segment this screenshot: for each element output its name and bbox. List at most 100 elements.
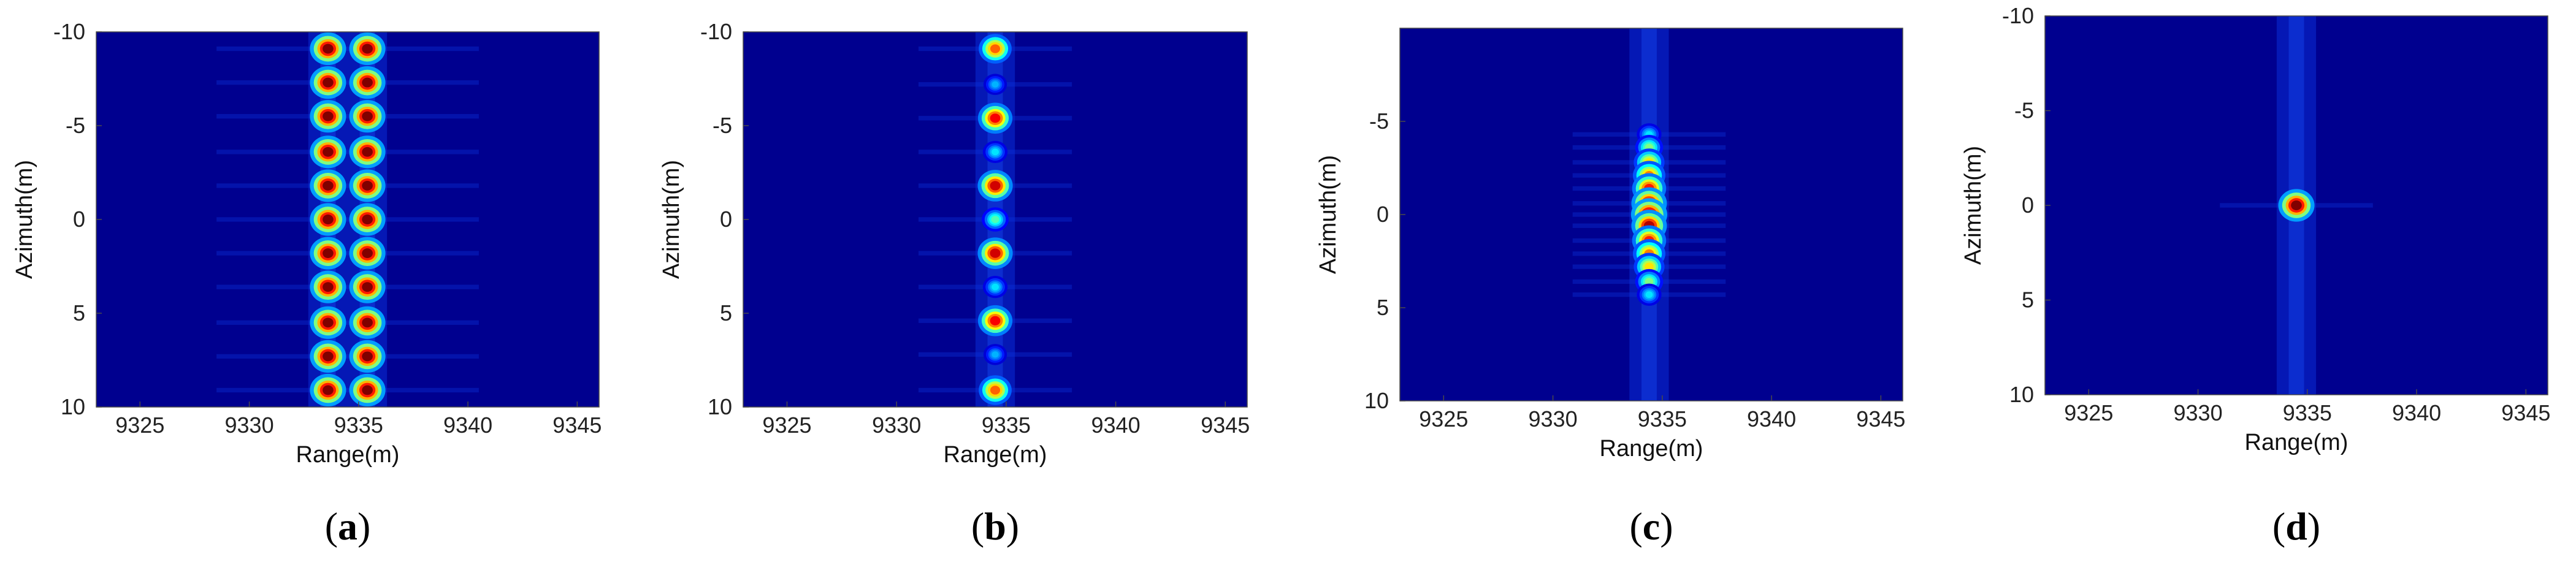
target-contour [1645, 278, 1654, 286]
x-tick-label: 9335 [1638, 406, 1687, 432]
caption-open-paren: ( [971, 504, 984, 548]
x-tick-label: 9330 [872, 413, 921, 438]
target-contour [362, 351, 373, 362]
target-contour [323, 351, 334, 362]
x-tick-label: 9340 [2392, 400, 2441, 425]
y-tick-label: -5 [713, 113, 732, 138]
x-tick-label: 9335 [334, 413, 383, 438]
target-point [310, 270, 346, 303]
caption-letter: c [1643, 504, 1660, 548]
y-axis-label: Azimuth(m) [12, 160, 37, 279]
y-tick-label: -5 [66, 113, 85, 138]
target-contour [323, 111, 334, 121]
target-point [349, 32, 386, 66]
x-axis-label: Range(m) [296, 442, 400, 468]
target-contour [362, 111, 373, 121]
target-contour [362, 180, 373, 191]
y-tick-label: 10 [1364, 388, 1389, 413]
x-tick-label: 9325 [2064, 400, 2113, 425]
target-point [977, 170, 1013, 202]
target-contour [991, 216, 999, 223]
caption-close-paren: ) [357, 504, 370, 548]
caption-letter: a [338, 504, 357, 548]
target-point [349, 66, 386, 99]
target-contour [990, 181, 1001, 191]
panel-c: 9325 9330 9335 9340 9345 -5 0 5 10 Range(m) Azimut… [1315, 28, 1905, 548]
target-contour [992, 81, 999, 88]
target-contour [323, 282, 334, 292]
target-point [310, 135, 346, 169]
target-point [979, 375, 1012, 405]
target-contour [323, 215, 334, 224]
target-point [310, 169, 346, 202]
heatmap-area [2220, 16, 2373, 395]
target-contour [323, 248, 334, 259]
target-point [310, 100, 346, 133]
target-point [979, 34, 1012, 64]
y-axis-label: Azimuth(m) [659, 160, 684, 279]
y-tick-label: 10 [61, 394, 85, 419]
target-contour [323, 77, 334, 88]
range-sidelobe-streak [216, 80, 479, 85]
target-point [977, 305, 1013, 337]
x-tick-label: 9340 [443, 413, 492, 438]
y-tick-label: -10 [2002, 3, 2034, 28]
y-tick-label: -10 [700, 19, 732, 44]
target-point [982, 276, 1008, 299]
panel-d: 9325 9330 9335 9340 9345 -10 -5 0 5 10 Range(m) Azi… [1960, 3, 2550, 548]
caption-open-paren: ( [2272, 504, 2285, 548]
x-tick-label: 9345 [552, 413, 602, 438]
target-point [310, 373, 346, 407]
y-tick-label: 0 [2022, 192, 2034, 218]
target-contour [362, 385, 373, 395]
target-contour [362, 248, 373, 259]
panel-caption: (a) [325, 504, 371, 548]
target-contour [1645, 291, 1653, 299]
y-tick-label: 5 [2022, 287, 2034, 313]
range-sidelobe-streak [216, 320, 479, 325]
y-tick-label: 5 [720, 300, 732, 325]
x-tick-label: 9340 [1747, 406, 1796, 432]
y-tick-label: 0 [1377, 202, 1389, 227]
panel-caption: (d) [2272, 504, 2320, 548]
y-tick-label: 10 [708, 394, 732, 419]
range-sidelobe-streak [216, 251, 479, 256]
target-point [310, 306, 346, 339]
target-point [310, 32, 346, 66]
target-contour [992, 351, 999, 358]
target-point [349, 135, 386, 169]
range-sidelobe-streak [216, 150, 479, 154]
x-tick-label: 9325 [1419, 406, 1468, 432]
caption-close-paren: ) [1006, 504, 1019, 548]
target-point [977, 102, 1013, 134]
target-contour [362, 282, 373, 292]
target-point [349, 373, 386, 407]
target-contour [323, 147, 334, 157]
target-contour [362, 318, 373, 328]
target-point [349, 340, 386, 373]
target-contour [362, 215, 373, 224]
x-tick-label: 9330 [225, 413, 274, 438]
y-tick-label: 10 [2009, 382, 2034, 407]
y-axis-label: Azimuth(m) [1315, 155, 1341, 274]
target-point [983, 344, 1007, 365]
x-tick-label: 9335 [2283, 400, 2332, 425]
panel-caption: (c) [1629, 504, 1673, 548]
target-contour [2291, 200, 2302, 210]
target-point [310, 66, 346, 99]
target-point [1637, 283, 1662, 306]
y-tick-label: -5 [1369, 108, 1389, 134]
panel-caption: (b) [971, 504, 1019, 548]
target-point [310, 340, 346, 373]
x-tick-label: 9345 [1201, 413, 1250, 438]
target-point [983, 74, 1007, 95]
target-point [982, 140, 1008, 163]
panel-b: 9325 9330 9335 9340 9345 -10 -5 0 5 10 Range(m) Azi… [659, 19, 1250, 548]
x-tick-label: 9330 [2174, 400, 2223, 425]
x-axis-label: Range(m) [2245, 430, 2349, 455]
target-point [349, 203, 386, 236]
heatmap-area [1572, 28, 1726, 401]
target-contour [990, 248, 1001, 258]
target-contour [990, 316, 1001, 325]
